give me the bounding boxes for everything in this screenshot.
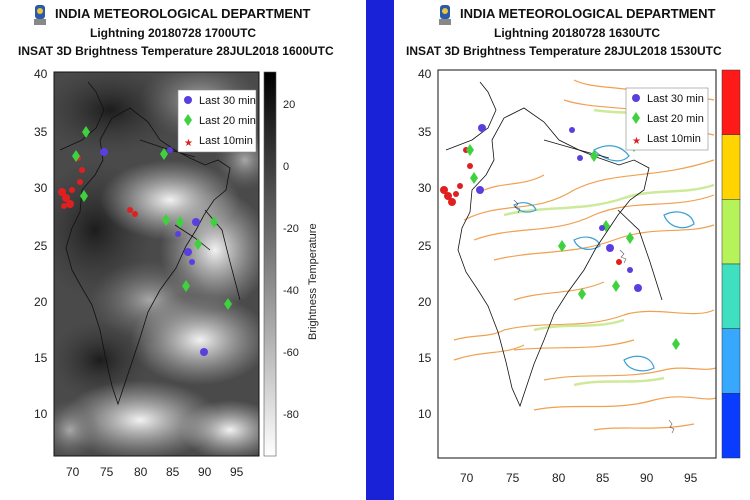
- right-legend-label: Last 10min: [647, 133, 701, 145]
- legend-star-icon: ★: [184, 138, 193, 149]
- right-ytick-label: 15: [418, 351, 432, 365]
- left-ytick-label: 25: [34, 239, 48, 253]
- left-legend-label: Last 20 min: [199, 115, 256, 127]
- left-org-title: INDIA METEOROLOGICAL DEPARTMENT: [55, 6, 311, 21]
- right-xticks: 70 75 80 85 90 95: [460, 471, 698, 485]
- left-xtick-label: 90: [198, 465, 212, 479]
- left-legend-label: Last 10min: [199, 135, 253, 147]
- left-colorbar-label: Brightness Temperature: [307, 223, 319, 340]
- right-colorbar-segment: [721, 134, 741, 200]
- right-org-title: INDIA METEOROLOGICAL DEPARTMENT: [460, 6, 716, 21]
- left-ytick-label: 20: [34, 295, 48, 309]
- imd-emblem-icon: [439, 5, 451, 25]
- right-ytick-label: 35: [418, 125, 432, 139]
- left-lightning-markers: [58, 126, 232, 356]
- left-colorbar-tick: -60: [283, 347, 299, 359]
- left-ytick-label: 35: [34, 125, 48, 139]
- right-xtick-label: 70: [460, 471, 474, 485]
- left-legend: Last 30 min Last 20 min ★ Last 10min: [177, 89, 257, 153]
- panel-divider: [366, 0, 394, 500]
- legend-star-icon: ★: [632, 136, 641, 147]
- left-insat-subtitle: INSAT 3D Brightness Temperature 28JUL201…: [18, 44, 334, 58]
- left-colorbar-tick: -40: [283, 285, 299, 297]
- right-ytick-label: 20: [418, 295, 432, 309]
- left-colorbar: 20 0 -20 -40 -60 -80 Brightness Temperat…: [263, 71, 319, 457]
- left-xtick-label: 75: [100, 465, 114, 479]
- right-ytick-label: 10: [418, 407, 432, 421]
- legend-diamond-icon: [184, 114, 192, 126]
- right-ytick-label: 25: [418, 239, 432, 253]
- right-colorbar-segment: [721, 263, 741, 329]
- right-ytick-label: 30: [418, 181, 432, 195]
- right-country-borders: [445, 81, 663, 408]
- right-map: 40 35 30 25 20 15 10 70 75 80 85 90 95: [418, 67, 741, 485]
- legend-circle-icon: [632, 94, 640, 102]
- right-legend-label: Last 20 min: [647, 113, 704, 125]
- left-panel: INDIA METEOROLOGICAL DEPARTMENT Lightnin…: [0, 0, 366, 500]
- right-map-frame: [437, 69, 717, 459]
- imd-emblem-icon: [34, 5, 46, 25]
- left-ytick-label: 30: [34, 181, 48, 195]
- left-map: 40 35 30 25 20 15 10 70 75 80 85 90 95: [34, 67, 319, 479]
- left-xtick-label: 85: [166, 465, 180, 479]
- legend-circle-icon: [184, 96, 192, 104]
- right-xtick-label: 75: [506, 471, 520, 485]
- left-ytick-label: 15: [34, 351, 48, 365]
- legend-diamond-icon: [632, 112, 640, 124]
- right-xtick-label: 95: [684, 471, 698, 485]
- left-colorbar-tick: -20: [283, 223, 299, 235]
- right-xtick-label: 90: [640, 471, 654, 485]
- left-colorbar-tick: 0: [283, 161, 289, 173]
- right-yticks: 40 35 30 25 20 15 10: [418, 67, 432, 421]
- right-legend-label: Last 30 min: [647, 93, 704, 105]
- right-colorbar-segment: [721, 328, 741, 394]
- right-ytick-label: 40: [418, 67, 432, 81]
- right-legend: Last 30 min Last 20 min ★ Last 10min: [625, 87, 709, 151]
- right-insat-subtitle: INSAT 3D Brightness Temperature 28JUL201…: [406, 44, 722, 58]
- left-colorbar-gradient: [263, 71, 277, 457]
- left-ytick-label: 40: [34, 67, 48, 81]
- left-legend-label: Last 30 min: [199, 95, 256, 107]
- left-xticks: 70 75 80 85 90 95: [66, 465, 244, 479]
- left-xtick-label: 70: [66, 465, 80, 479]
- left-lightning-subtitle: Lightning 20180728 1700UTC: [90, 26, 257, 40]
- left-colorbar-tick: 20: [283, 99, 295, 111]
- right-lightning-subtitle: Lightning 20180728 1630UTC: [494, 26, 661, 40]
- right-colorbar-segment: [721, 69, 741, 135]
- left-xtick-label: 80: [134, 465, 148, 479]
- right-panel: INDIA METEOROLOGICAL DEPARTMENT Lightnin…: [394, 0, 750, 500]
- left-colorbar-tick: -80: [283, 409, 299, 421]
- left-xtick-label: 95: [230, 465, 244, 479]
- right-xtick-label: 85: [596, 471, 610, 485]
- right-xtick-label: 80: [552, 471, 566, 485]
- left-yticks: 40 35 30 25 20 15 10: [34, 67, 48, 421]
- right-colorbar-segment: [721, 199, 741, 265]
- left-ytick-label: 10: [34, 407, 48, 421]
- right-colorbar: [721, 69, 741, 459]
- right-colorbar-segment: [721, 393, 741, 459]
- left-map-frame: [53, 71, 260, 457]
- right-lightning-markers: [440, 124, 680, 350]
